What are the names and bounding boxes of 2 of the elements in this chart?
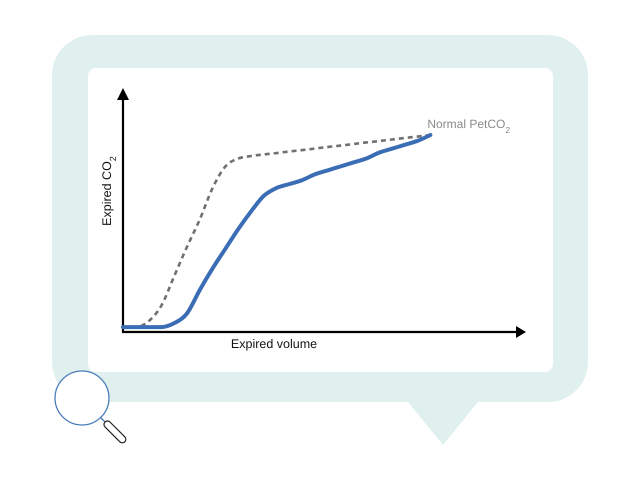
x-axis-title: Expired volume: [230, 337, 318, 351]
annotation: Normal PetCO$_{2}$: [427, 117, 510, 135]
